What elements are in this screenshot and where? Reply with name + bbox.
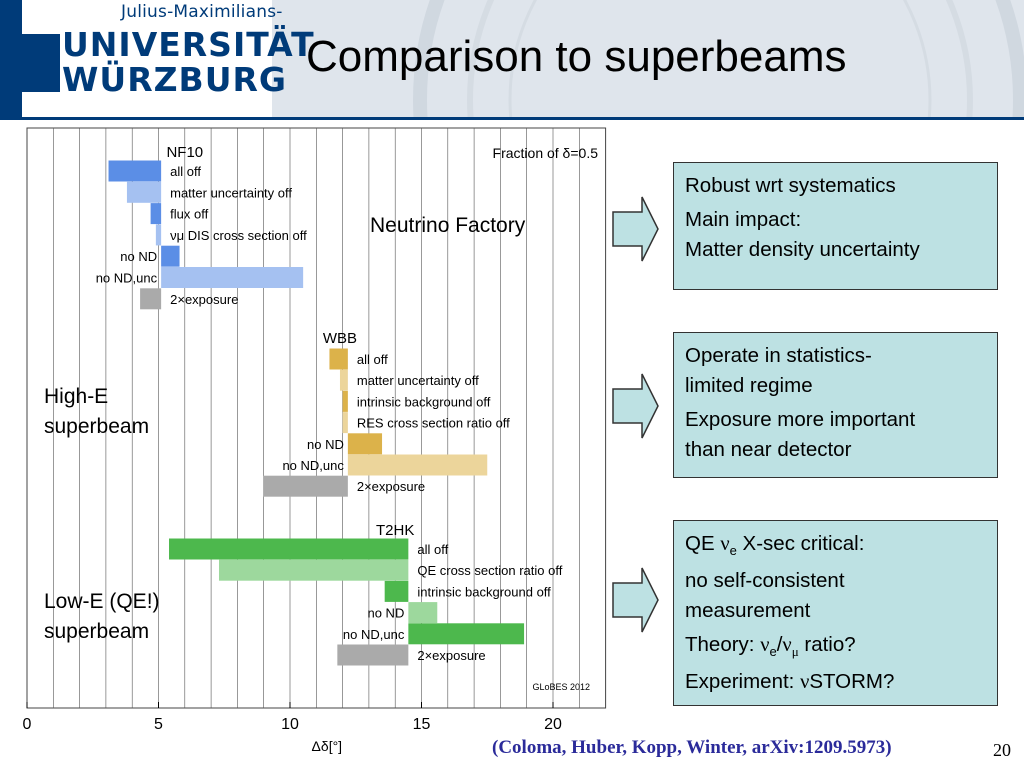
x-tick-label: 5 <box>154 716 163 733</box>
bar <box>126 181 162 203</box>
nu-symbol: ν <box>720 533 730 555</box>
note-text: than near detector <box>685 438 852 461</box>
group-label: NF10 <box>166 144 203 161</box>
note-text: Robust wrt systematics <box>685 174 896 197</box>
note-text: X-sec critical: <box>736 532 865 555</box>
note-text: QE <box>685 532 721 555</box>
note-text: Matter density uncertainty <box>685 238 920 261</box>
bar-label: intrinsic background off <box>357 394 491 409</box>
note-box-high-e: Operate in statistics- limited regime Ex… <box>673 332 998 478</box>
bar <box>155 224 162 246</box>
label-low-e-2: superbeam <box>44 620 150 643</box>
arrow-right-icon <box>612 196 659 262</box>
group-label: T2HK <box>376 522 414 539</box>
header-divider <box>0 117 1024 120</box>
bar <box>347 433 383 455</box>
x-tick-label: 15 <box>413 716 431 733</box>
bar <box>408 623 525 645</box>
note-text: ratio? <box>798 633 856 657</box>
subscript-e: e <box>769 644 777 660</box>
label-high-e-1: High-E <box>44 385 109 408</box>
bar-label: 2×exposure <box>170 292 238 307</box>
logo-subtitle: Julius-Maximilians- <box>121 2 283 22</box>
bar <box>342 390 348 412</box>
logo-line-2: WÜRZBURG <box>62 60 287 99</box>
bar-label: matter uncertainty off <box>357 373 479 388</box>
group-label: WBB <box>323 330 357 347</box>
globes-watermark: GLoBES 2012 <box>532 682 590 692</box>
note-text: no self-consistent <box>685 569 845 593</box>
bar-label: all off <box>357 352 388 367</box>
note-box-low-e: QE νe X-sec critical: no self-consistent… <box>673 520 998 706</box>
bar-label: QE cross section ratio off <box>417 563 562 578</box>
logo-square <box>22 34 60 92</box>
note-line-theory: Theory: νe/νμ ratio? <box>685 633 856 660</box>
bar-label: no ND,unc <box>96 271 158 286</box>
note-text: Main impact: <box>685 208 802 231</box>
nu-symbol: ν <box>800 671 810 694</box>
x-tick-label: 20 <box>544 716 562 733</box>
bar-label: 2×exposure <box>357 479 425 494</box>
label-neutrino-factory: Neutrino Factory <box>370 214 526 237</box>
note-text: Exposure more important <box>685 408 916 431</box>
logo-side-bar <box>0 0 22 117</box>
nu-symbol: ν <box>760 634 770 657</box>
bar <box>140 288 162 310</box>
bar-label: all off <box>170 164 201 179</box>
bar <box>347 454 488 476</box>
bar <box>384 580 409 602</box>
bar-label: no ND <box>367 606 404 621</box>
x-tick-label: 10 <box>281 716 299 733</box>
bar-label: νμ DIS cross section off <box>170 228 307 243</box>
bar <box>263 475 348 497</box>
note-text: limited regime <box>685 374 813 397</box>
bar-label: no ND <box>307 437 344 452</box>
bar <box>108 160 162 182</box>
note-text: Theory: <box>685 633 761 657</box>
bar <box>408 602 438 624</box>
note-text: measurement <box>685 599 811 623</box>
bar-label: RES cross section ratio off <box>357 416 510 431</box>
slide-title: Comparison to superbeams <box>306 32 847 81</box>
note-text: Operate in statistics- <box>685 344 872 367</box>
bar <box>337 644 409 666</box>
label-low-e-1: Low-E (QE!) <box>44 590 160 613</box>
bar-label: intrinsic background off <box>417 584 551 599</box>
bar <box>342 412 348 434</box>
bar <box>161 245 180 267</box>
note-text: STORM? <box>809 670 895 694</box>
note-line-qe: QE νe X-sec critical: <box>685 529 987 566</box>
arrow-right-icon <box>612 373 659 439</box>
bar-label: flux off <box>170 207 208 222</box>
bar-label: all off <box>417 542 448 557</box>
bar <box>218 559 409 581</box>
bar <box>161 267 304 288</box>
x-axis-label: Δδ[°] <box>312 738 343 754</box>
bar <box>169 538 409 560</box>
bar-label: no ND,unc <box>282 458 344 473</box>
note-box-neutrino-factory: Robust wrt systematics Main impact: Matt… <box>673 162 998 290</box>
seal-watermark <box>413 0 1024 117</box>
bar <box>339 369 348 391</box>
note-line-experiment: Experiment: νSTORM? <box>685 667 987 697</box>
nu-symbol: ν <box>782 634 792 657</box>
note-text: Experiment: <box>685 670 801 694</box>
bar-label: matter uncertainty off <box>170 185 292 200</box>
university-logo <box>22 0 272 117</box>
comparison-chart: 0 5 10 15 20 Δδ[°] Fraction of δ=0.5 GLoBES 201… <box>23 127 607 754</box>
bar <box>150 203 162 225</box>
bar-label: no ND <box>120 249 157 264</box>
x-tick-label: 0 <box>23 716 32 733</box>
bar <box>329 348 348 370</box>
arrow-right-icon <box>612 567 659 633</box>
bar-label: no ND,unc <box>343 627 405 642</box>
label-high-e-2: superbeam <box>44 415 150 438</box>
citation: (Coloma, Huber, Kopp, Winter, arXiv:1209… <box>492 737 892 758</box>
subscript-mu: μ <box>791 644 799 660</box>
logo-line-1: UNIVERSITÄT <box>62 25 315 64</box>
subscript-e: e <box>729 543 737 559</box>
bar-label: 2×exposure <box>417 648 485 663</box>
chart-title: Fraction of δ=0.5 <box>493 145 599 161</box>
page-number: 20 <box>993 740 1011 760</box>
